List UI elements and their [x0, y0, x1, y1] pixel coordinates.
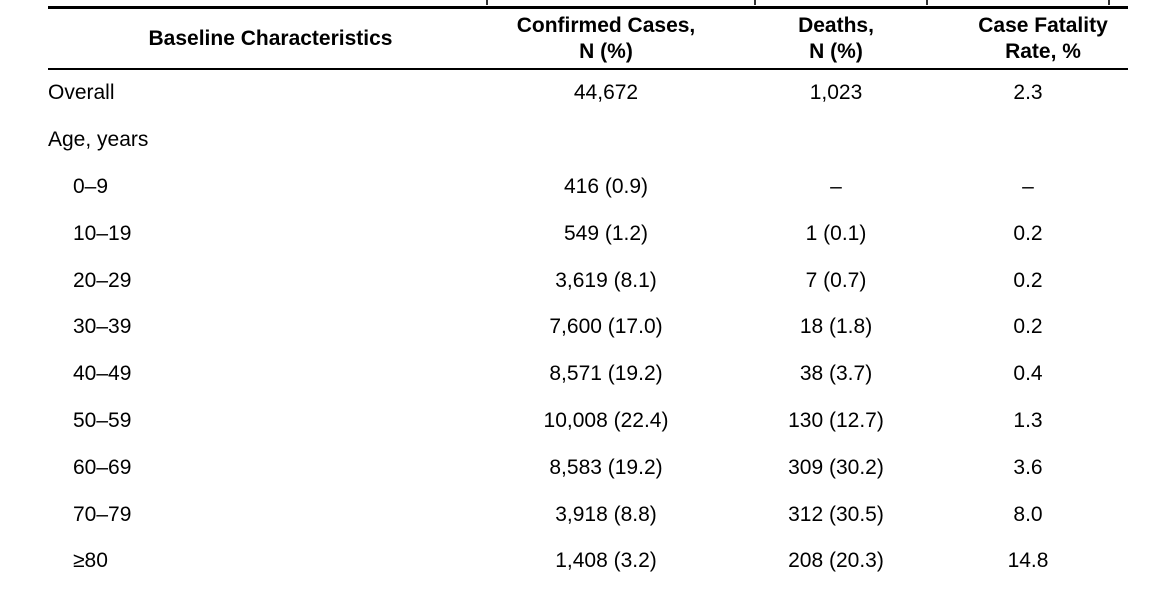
deaths-value: 38 (3.7): [799, 362, 873, 386]
header-row: Baseline Characteristics Confirmed Cases…: [48, 7, 1128, 70]
row-label: ≥80: [73, 549, 108, 573]
row-label: 0–9: [73, 174, 109, 198]
confirmed-cases-value: 8,571 (19.2): [549, 362, 663, 386]
row-label: 30–39: [73, 315, 132, 339]
confirmed-cases-value: 44,672: [573, 81, 639, 105]
confirmed-cases-value: 549 (1.2): [563, 221, 649, 245]
table-row-age-40-49: 40–49 8,571 (19.2) 38 (3.7) 0.4: [48, 351, 1128, 398]
table-body: Overall 44,672 1,023 2.3 Age, years 0–9 …: [48, 69, 1128, 585]
deaths-value: 1 (0.1): [805, 221, 867, 245]
confirmed-cases-value: 3,619 (8.1): [555, 268, 657, 292]
table-row-age-80-plus: ≥80 1,408 (3.2) 208 (20.3) 14.8: [48, 538, 1128, 585]
case-fatality-rate-value: 1.3: [1013, 408, 1043, 432]
confirmed-cases-value: 8,583 (19.2): [549, 455, 663, 479]
row-label: 60–69: [73, 455, 132, 479]
col-header-baseline-characteristics: Baseline Characteristics: [48, 7, 468, 70]
crop-remnant-tick: [486, 0, 488, 5]
row-label: 40–49: [73, 362, 132, 386]
row-label: Age, years: [48, 128, 149, 152]
deaths-value: 312 (30.5): [788, 502, 884, 526]
deaths-value: 130 (12.7): [788, 408, 884, 432]
case-fatality-rate-value: 0.2: [1013, 268, 1043, 292]
row-label: 50–59: [73, 408, 132, 432]
table-row-age-70-79: 70–79 3,918 (8.8) 312 (30.5) 8.0: [48, 491, 1128, 538]
case-fatality-rate-value: [928, 117, 1128, 164]
case-fatality-rate-value: 8.0: [1013, 502, 1043, 526]
confirmed-cases-value: 416 (0.9): [563, 174, 649, 198]
deaths-value: 208 (20.3): [788, 549, 884, 573]
table-row-age-20-29: 20–29 3,619 (8.1) 7 (0.7) 0.2: [48, 257, 1128, 304]
row-label: Overall: [48, 81, 115, 105]
case-fatality-rate-value: 14.8: [1007, 549, 1049, 573]
col-header-case-fatality-rate: Case Fatality Rate, %: [928, 7, 1128, 70]
deaths-value: –: [830, 174, 842, 198]
table-header: Baseline Characteristics Confirmed Cases…: [48, 7, 1128, 70]
col-header-deaths: Deaths, N (%): [744, 7, 928, 70]
confirmed-cases-value: 3,918 (8.8): [555, 502, 657, 526]
table-row-age-30-39: 30–39 7,600 (17.0) 18 (1.8) 0.2: [48, 304, 1128, 351]
case-fatality-rate-value: 0.2: [1013, 315, 1043, 339]
row-label: 70–79: [73, 502, 132, 526]
case-fatality-rate-value: 0.2: [1013, 221, 1043, 245]
table-row-age-50-59: 50–59 10,008 (22.4) 130 (12.7) 1.3: [48, 398, 1128, 445]
case-fatality-rate-value: –: [1022, 174, 1034, 198]
crop-remnant-tick: [926, 0, 928, 5]
crop-remnant-tick: [754, 0, 756, 5]
confirmed-cases-value: 7,600 (17.0): [549, 315, 663, 339]
case-fatality-rate-value: 3.6: [1013, 455, 1043, 479]
deaths-value: 18 (1.8): [799, 315, 873, 339]
table-row-age-years: Age, years: [48, 117, 1128, 164]
deaths-value: 1,023: [809, 81, 863, 105]
col-header-confirmed-cases: Confirmed Cases, N (%): [468, 7, 744, 70]
table-row-age-0-9: 0–9 416 (0.9) – –: [48, 164, 1128, 211]
case-fatality-rate-value: 2.3: [1013, 81, 1043, 105]
row-label: 20–29: [73, 268, 132, 292]
confirmed-cases-value: 10,008 (22.4): [543, 408, 669, 432]
crop-remnant-tick: [1108, 0, 1110, 5]
confirmed-cases-value: 1,408 (3.2): [555, 549, 657, 573]
case-fatality-rate-value: 0.4: [1013, 362, 1043, 386]
table-row-age-60-69: 60–69 8,583 (19.2) 309 (30.2) 3.6: [48, 444, 1128, 491]
table-row-age-10-19: 10–19 549 (1.2) 1 (0.1) 0.2: [48, 210, 1128, 257]
baseline-characteristics-table: Baseline Characteristics Confirmed Cases…: [48, 6, 1128, 585]
deaths-value: [744, 117, 928, 164]
table-row-overall: Overall 44,672 1,023 2.3: [48, 69, 1128, 117]
deaths-value: 7 (0.7): [805, 268, 867, 292]
deaths-value: 309 (30.2): [788, 455, 884, 479]
row-label: 10–19: [73, 221, 132, 245]
confirmed-cases-value: [468, 117, 744, 164]
